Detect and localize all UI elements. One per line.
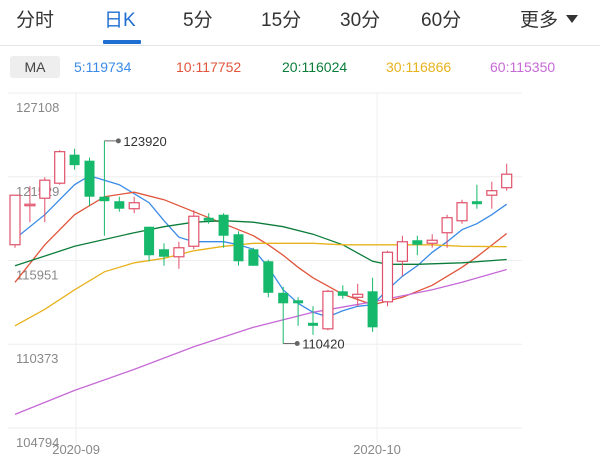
candle-body xyxy=(412,240,423,245)
tab-timeshare[interactable]: 分时 xyxy=(16,10,55,31)
period-tabs: 分时 日K 5分 15分 30分 60分 更多 xyxy=(0,0,600,46)
y-tick-label: 104794 xyxy=(16,435,59,450)
y-tick-label: 115951 xyxy=(16,268,58,283)
more-label: 更多 xyxy=(520,10,559,31)
candle-body xyxy=(471,201,482,205)
candle-body xyxy=(322,290,334,330)
ma10-line xyxy=(14,191,508,306)
ma-badge[interactable]: MA xyxy=(10,56,60,78)
candle-body xyxy=(308,322,318,326)
ma30-line xyxy=(14,242,507,327)
annotation-dot xyxy=(294,341,300,347)
candle-body xyxy=(367,291,378,328)
ma10-value: 10:117752 xyxy=(176,59,242,75)
candle-body xyxy=(233,234,244,262)
caret-down-icon xyxy=(566,14,579,23)
annotation-label: 123920 xyxy=(123,134,166,149)
ma30-value: 30:116866 xyxy=(386,59,452,75)
y-tick-label: 121529 xyxy=(16,184,59,199)
ma60-line xyxy=(14,268,507,416)
candle-body xyxy=(173,247,185,258)
candle-body xyxy=(396,241,408,262)
more-dropdown[interactable]: 更多 xyxy=(520,6,579,36)
active-tab-indicator xyxy=(103,40,141,44)
candle-body xyxy=(352,293,364,298)
candle-body xyxy=(456,202,468,222)
candle-body xyxy=(54,151,66,184)
tab-5min[interactable]: 5分 xyxy=(183,10,213,31)
candle-body xyxy=(293,300,304,304)
candle-body xyxy=(203,217,214,221)
candle-body xyxy=(381,251,394,303)
candle-body xyxy=(426,239,438,244)
candle-body xyxy=(9,194,21,246)
candle-body xyxy=(84,160,95,197)
candle-body xyxy=(441,217,453,234)
candle-body xyxy=(248,249,259,266)
tab-60min[interactable]: 60分 xyxy=(421,10,462,31)
y-tick-label: 110373 xyxy=(16,351,58,366)
candle-body xyxy=(501,173,513,189)
annotation-label: 110420 xyxy=(302,337,344,352)
ma5-line xyxy=(14,174,508,318)
ma60-value: 60:115350 xyxy=(490,59,556,75)
candle-body xyxy=(114,201,125,209)
candle-body xyxy=(128,202,140,210)
candle-body xyxy=(337,291,348,296)
tab-daily-k[interactable]: 日K xyxy=(104,10,136,31)
ma20-value: 20:116024 xyxy=(282,59,348,75)
candle-body xyxy=(69,154,80,166)
ma5-value: 5:119734 xyxy=(74,59,132,75)
candle-body xyxy=(144,226,155,256)
candle-body xyxy=(188,215,200,247)
candle-body xyxy=(39,179,51,199)
candle-body xyxy=(263,261,274,293)
tab-15min[interactable]: 15分 xyxy=(261,10,302,31)
x-tick-label: 2020-09 xyxy=(52,442,100,457)
y-tick-label: 127108 xyxy=(16,100,59,115)
candle-body xyxy=(24,203,36,207)
tab-30min[interactable]: 30分 xyxy=(340,10,381,31)
annotation-dot xyxy=(115,138,121,144)
candle-body xyxy=(278,292,289,304)
candle-body xyxy=(159,249,169,257)
x-tick-label: 2020-10 xyxy=(353,442,401,457)
ma-legend: MA 5:119734 10:117752 20:116024 30:11686… xyxy=(0,52,600,80)
candle-body xyxy=(486,190,498,196)
candle-body xyxy=(218,214,229,236)
candle-body xyxy=(99,196,110,202)
